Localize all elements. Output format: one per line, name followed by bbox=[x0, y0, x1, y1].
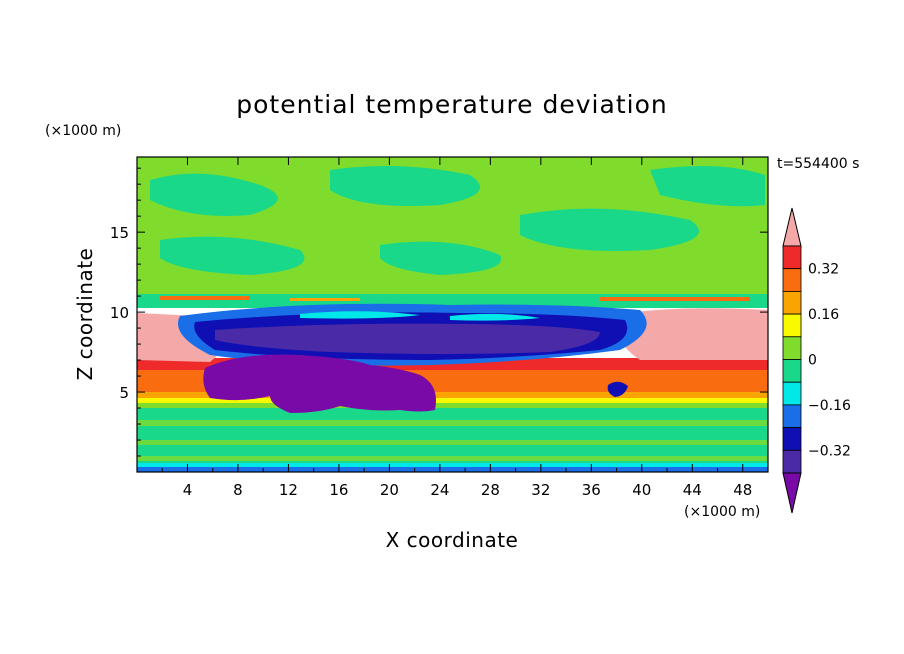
chart-title: potential temperature deviation bbox=[236, 90, 667, 119]
x-tick-label: 4 bbox=[183, 481, 193, 499]
colorbar-tick-label: 0 bbox=[808, 353, 817, 369]
colorbar-segment bbox=[782, 336, 802, 360]
x-axis-label: X coordinate bbox=[386, 528, 519, 552]
colorbar-segment bbox=[782, 268, 802, 292]
y-tick-label: 15 bbox=[110, 224, 129, 242]
colorbar-tick-label: 0.32 bbox=[808, 262, 839, 278]
x-axis: 4 8 12 16 20 24 28 32 36 40 44 48 bbox=[161, 157, 752, 499]
warm-streak bbox=[290, 298, 360, 301]
colorbar: 0.32 0.16 0 −0.16 −0.32 bbox=[782, 207, 851, 514]
warm-streak bbox=[160, 296, 250, 300]
lower-band bbox=[137, 403, 768, 408]
y-tick-label: 5 bbox=[119, 384, 129, 402]
colorbar-segment bbox=[782, 427, 802, 451]
contour-field bbox=[137, 157, 768, 472]
upper-patch bbox=[150, 173, 278, 216]
y-unit-label: (×1000 m) bbox=[45, 123, 121, 139]
surface-texture bbox=[137, 420, 768, 426]
x-tick-label: 8 bbox=[233, 481, 243, 499]
x-unit-label: (×1000 m) bbox=[684, 504, 760, 520]
y-axis: 5 10 15 bbox=[110, 167, 768, 457]
colorbar-tick-label: −0.32 bbox=[808, 443, 851, 459]
cold-spot bbox=[607, 381, 628, 397]
colorbar-segment bbox=[782, 290, 802, 315]
x-tick-label: 40 bbox=[632, 481, 651, 499]
colorbar-segment bbox=[782, 359, 802, 383]
colorbar-segment bbox=[782, 313, 802, 338]
colorbar-segment bbox=[782, 245, 802, 270]
surface-edge bbox=[137, 467, 768, 472]
x-tick-label: 20 bbox=[380, 481, 399, 499]
colorbar-segment bbox=[782, 404, 802, 428]
colorbar-tick-label: 0.16 bbox=[808, 307, 839, 323]
x-tick-label: 32 bbox=[531, 481, 550, 499]
colorbar-segment bbox=[782, 449, 802, 474]
lower-band bbox=[137, 392, 768, 398]
upper-patch bbox=[520, 208, 699, 251]
upper-patch bbox=[650, 166, 765, 207]
warm-streak bbox=[600, 297, 750, 301]
x-tick-label: 44 bbox=[683, 481, 702, 499]
colorbar-extend-bottom bbox=[782, 472, 802, 514]
cold-core bbox=[203, 354, 436, 413]
colorbar-extend-top bbox=[782, 207, 802, 247]
x-tick-label: 28 bbox=[481, 481, 500, 499]
x-tick-label: 48 bbox=[733, 481, 752, 499]
cold-streak bbox=[300, 311, 420, 319]
cold-band-inner bbox=[215, 323, 600, 354]
upper-patch bbox=[380, 241, 502, 275]
upper-patch bbox=[330, 166, 480, 206]
surface-texture bbox=[137, 456, 768, 461]
colorbar-segment bbox=[782, 381, 802, 406]
surface-texture bbox=[137, 440, 768, 445]
x-tick-label: 24 bbox=[430, 481, 449, 499]
x-tick-label: 12 bbox=[279, 481, 298, 499]
surface-edge bbox=[137, 463, 768, 467]
x-tick-label: 36 bbox=[582, 481, 601, 499]
colorbar-tick-label: −0.16 bbox=[808, 398, 851, 414]
x-tick-label: 16 bbox=[329, 481, 348, 499]
time-label: t=554400 s bbox=[777, 156, 859, 172]
warm-anomaly-right bbox=[617, 308, 768, 360]
upper-patch bbox=[160, 236, 305, 275]
cold-streak bbox=[450, 313, 540, 321]
y-axis-label: Z coordinate bbox=[73, 248, 97, 381]
plot-frame bbox=[136, 156, 769, 473]
lower-band bbox=[137, 398, 768, 403]
y-tick-label: 10 bbox=[110, 304, 129, 322]
